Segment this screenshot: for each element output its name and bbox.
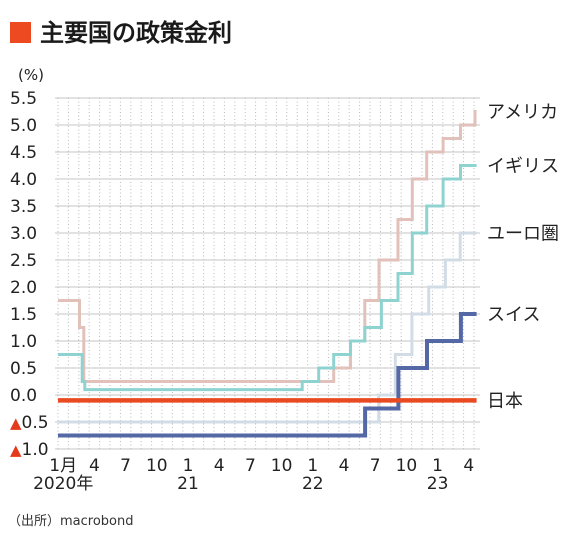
series-line-4 xyxy=(58,312,477,438)
y-tick-label: 4.5 xyxy=(10,143,37,163)
y-tick-label: 0.0 xyxy=(10,386,37,406)
x-tick-label: 7 xyxy=(370,456,381,476)
x-tick-label: 1 xyxy=(307,456,318,476)
series-end-label-1: アメリカ xyxy=(487,102,558,123)
series-end-label-5: 日本 xyxy=(487,391,523,412)
title-accent-square xyxy=(10,22,31,43)
y-tick-label: 3.5 xyxy=(10,197,37,217)
y-tick-label: 1.5 xyxy=(10,305,37,325)
x-year-label: 21 xyxy=(177,474,199,494)
series-end-label-4: スイス xyxy=(487,305,540,326)
x-tick-label: 4 xyxy=(339,456,350,476)
x-tick-label: 4 xyxy=(89,456,100,476)
y-tick-label: 1.0 xyxy=(10,332,37,352)
x-tick-label: 1 xyxy=(432,456,443,476)
y-tick-label: ▲0.5 xyxy=(10,413,49,433)
series-line-2 xyxy=(58,164,477,392)
x-tick-label: 10 xyxy=(271,456,293,476)
x-tick-label: 4 xyxy=(463,456,474,476)
x-tick-label: 1 xyxy=(183,456,194,476)
y-tick-label: 5.0 xyxy=(10,116,37,136)
series-line-3 xyxy=(58,231,477,424)
series-end-label-2: イギリス xyxy=(487,156,559,177)
x-tick-label: 4 xyxy=(214,456,225,476)
x-year-label: 2020年 xyxy=(33,474,93,494)
x-tick-label: 10 xyxy=(396,456,418,476)
x-tick-label: 7 xyxy=(245,456,256,476)
series-end-label-3: ユーロ圏 xyxy=(487,224,559,245)
y-tick-label: 4.0 xyxy=(10,170,37,190)
x-tick-label: 7 xyxy=(120,456,131,476)
y-tick-label: 0.5 xyxy=(10,359,37,379)
y-tick-label: 2.5 xyxy=(10,251,37,271)
y-tick-label: 5.5 xyxy=(10,89,37,109)
axis-label-layer: 5.5 5.0 4.5 4.0 3.5 3.0 2.5 2.0 1.5 1.0 0.5 0.0 ▲0.5… xyxy=(10,89,559,494)
x-year-label: 22 xyxy=(302,474,324,494)
y-tick-label: 3.0 xyxy=(10,224,37,244)
source-note: （出所）macrobond xyxy=(8,514,134,529)
gridline-layer xyxy=(55,97,480,450)
y-axis-unit-label: (%) xyxy=(18,66,44,84)
series-line-1 xyxy=(58,110,477,383)
series-layer xyxy=(58,110,477,438)
negative-sign-marker: ▲ xyxy=(10,441,22,459)
x-tick-label: 1月 xyxy=(49,456,77,476)
y-tick-label: 2.0 xyxy=(10,278,37,298)
x-tick-label: 10 xyxy=(146,456,168,476)
x-year-label: 23 xyxy=(427,474,449,494)
y-tick-label: ▲1.0 xyxy=(10,440,49,460)
chart-title: 主要国の政策金利 xyxy=(40,19,232,47)
negative-sign-marker: ▲ xyxy=(10,414,22,432)
